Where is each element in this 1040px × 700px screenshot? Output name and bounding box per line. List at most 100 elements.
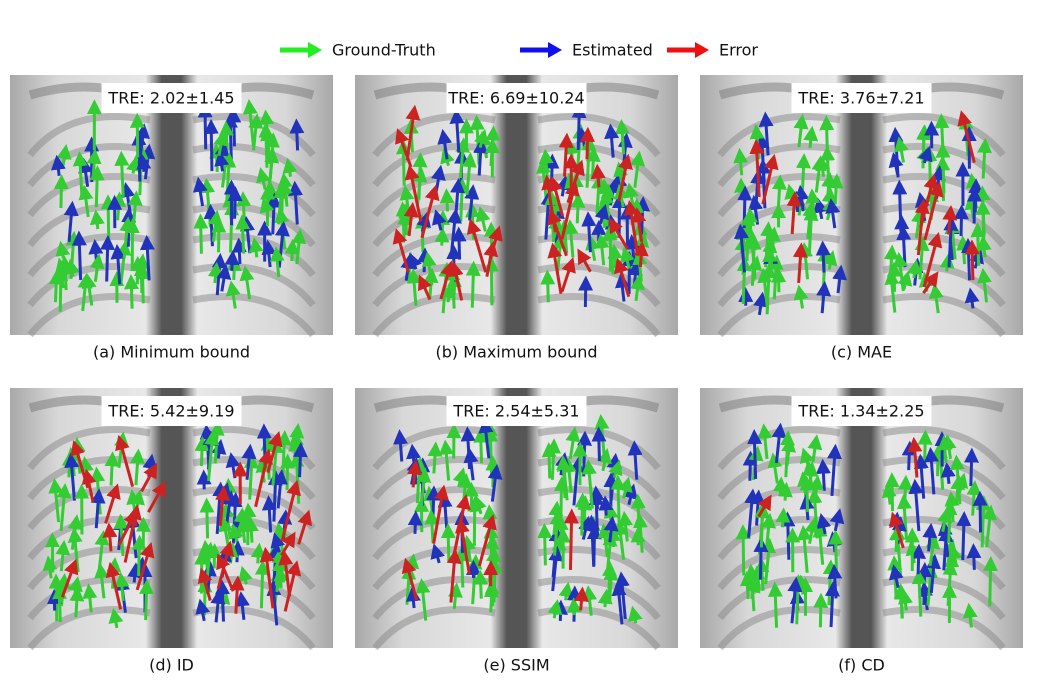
vector-arrow (123, 274, 139, 309)
vector-arrow (236, 516, 251, 543)
vector-arrow (48, 573, 64, 622)
vector-arrow (475, 206, 491, 232)
error-arrow (418, 274, 432, 301)
vector-arrow (966, 543, 982, 570)
vector-arrow (431, 209, 447, 231)
vector-arrow (207, 261, 223, 284)
vector-arrow (64, 452, 80, 501)
vector-arrow (454, 546, 470, 588)
error-arrow (259, 546, 275, 609)
vector-arrow (225, 280, 241, 309)
vector-arrow (750, 565, 766, 591)
vector-arrow (267, 470, 283, 522)
vector-arrow (460, 426, 476, 470)
vector-arrow (487, 464, 503, 502)
tre-label: TRE: 2.54±5.31 (452, 402, 579, 421)
error-arrow (401, 557, 419, 601)
vector-arrow (416, 467, 432, 509)
vector-arrow (767, 581, 783, 628)
vector-arrow (944, 491, 960, 523)
vector-arrow (405, 586, 421, 609)
vector-arrow (473, 569, 489, 599)
vector-arrow (447, 582, 463, 610)
vector-arrow (239, 265, 255, 300)
vector-arrow (613, 519, 629, 560)
vector-arrow (139, 234, 155, 281)
error-arrow (280, 531, 296, 557)
vector-arrow (735, 524, 751, 576)
vector-arrow (585, 146, 601, 180)
vector-arrow (288, 180, 304, 225)
vector-arrow (50, 154, 66, 177)
error-arrow (749, 138, 765, 198)
vector-arrow (564, 139, 580, 158)
legend-arrow-head (308, 42, 322, 58)
vector-arrow (68, 576, 83, 600)
vector-arrow (77, 273, 93, 312)
tre-label: TRE: 1.34±2.25 (797, 402, 924, 421)
vector-arrow (427, 441, 443, 474)
error-arrow (81, 468, 97, 502)
vector-arrow (607, 243, 623, 269)
vector-arrow (803, 125, 819, 149)
error-arrow (216, 540, 235, 590)
vector-arrow (771, 422, 787, 464)
vector-arrow (794, 574, 810, 595)
rib (537, 293, 661, 338)
vector-arrow (733, 147, 749, 176)
vector-arrow (416, 247, 432, 273)
vector-arrow (618, 476, 633, 499)
error-arrow (123, 504, 142, 563)
vector-arrow (426, 485, 442, 518)
vector-arrow (452, 467, 468, 488)
error-arrow (102, 522, 118, 552)
rib (882, 173, 1006, 218)
vector-arrow (983, 555, 999, 607)
error-arrow (488, 225, 503, 260)
vector-arrow (114, 150, 130, 197)
vector-arrow (777, 481, 793, 501)
vector-arrow (538, 148, 554, 184)
xray-image (355, 388, 678, 648)
error-arrow (283, 560, 302, 612)
vector-arrow (563, 219, 579, 258)
error-arrow (560, 257, 576, 293)
vector-arrow (815, 240, 831, 273)
vector-arrow (802, 201, 818, 239)
vector-arrow (771, 174, 787, 210)
vector-arrow (464, 184, 480, 221)
vector-arrow (264, 132, 280, 179)
tre-label: TRE: 6.69±10.24 (447, 89, 584, 108)
vector-arrow (454, 177, 470, 222)
error-arrow (60, 558, 79, 598)
vector-arrow (204, 429, 220, 482)
error-arrow (579, 126, 595, 160)
vector-arrow (623, 483, 638, 506)
vector-arrow (953, 204, 969, 237)
vector-arrow (757, 267, 773, 310)
vector-arrow (822, 559, 838, 606)
vector-arrow (825, 198, 841, 229)
tre-label: TRE: 5.42±9.19 (107, 402, 234, 421)
vector-arrow (398, 203, 414, 236)
vector-arrow (541, 442, 557, 479)
error-arrow (229, 575, 245, 614)
vector-arrow (585, 234, 601, 262)
vector-arrow (55, 539, 71, 572)
vector-arrow (243, 516, 259, 543)
vector-arrow (226, 255, 242, 281)
xray-image (10, 75, 333, 335)
legend-label: Estimated (572, 41, 653, 60)
vector-arrow (793, 284, 809, 309)
vector-arrow (796, 525, 812, 573)
error-arrow (919, 173, 939, 229)
vector-arrow (571, 102, 587, 151)
legend-label: Error (719, 41, 758, 60)
vector-arrow (250, 542, 266, 564)
vector-arrow (210, 588, 226, 623)
vector-arrow (260, 435, 276, 480)
vector-arrow (796, 153, 811, 191)
vector-arrow (89, 209, 105, 230)
vector-arrow (100, 234, 116, 282)
vector-arrow (883, 244, 899, 275)
